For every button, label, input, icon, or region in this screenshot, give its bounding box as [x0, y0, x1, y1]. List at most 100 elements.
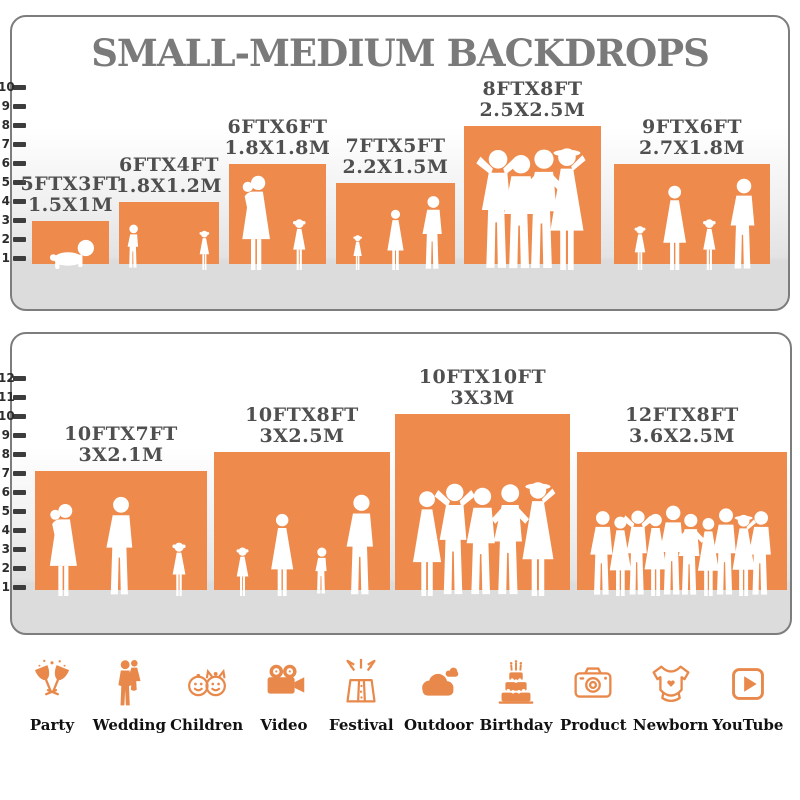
man-hips-silhouette-icon [677, 513, 705, 595]
video-icon [267, 664, 305, 694]
axis-tick-mark [13, 122, 26, 128]
bar-size-ft: 12FTX8FT [625, 404, 739, 426]
man-silhouette-icon [659, 505, 684, 595]
bar-size-ft: 10FTX7FT [64, 423, 178, 445]
bar-size-label: 5FTX3FT 1.5X1M [21, 174, 121, 216]
bar-size-m: 2.5X2.5M [479, 99, 586, 121]
people-silhouettes [236, 494, 373, 596]
axis-tick-label: 8 [1, 118, 10, 132]
axis-tick-label: 1 [1, 251, 10, 265]
bar-size-m: 3X2.1M [78, 444, 164, 466]
festival-icon [346, 658, 376, 703]
axis-tick-mark [13, 141, 26, 147]
woman-silhouette-icon [609, 516, 632, 596]
axis-tick-mark [13, 103, 26, 109]
backdrop-bar: 12FTX8FT 3.6X2.5M [577, 405, 787, 596]
axis-tick-label: 9 [1, 428, 10, 442]
axis-tick-mark [13, 217, 26, 223]
category-party: Party [16, 656, 88, 734]
category-label: Video [260, 716, 308, 734]
girl-silhouette-icon [353, 235, 362, 270]
axis-tick-label: 5 [1, 175, 10, 189]
youtube-icon [732, 668, 764, 700]
axis-tick-label: 4 [1, 523, 10, 537]
axis-tick-mark [13, 584, 26, 590]
bar-size-ft: 10FTX8FT [245, 404, 359, 426]
bar-size-label: 10FTX8FT 3X2.5M [245, 405, 359, 447]
category-outdoor: Outdoor [403, 656, 475, 734]
axis-tick-mark [13, 527, 26, 533]
bar-size-ft: 7FTX5FT [345, 135, 446, 157]
category-children: Children [170, 656, 243, 734]
backdrop-bar: 10FTX7FT 3X2.1M [35, 424, 207, 596]
party-icon [34, 659, 70, 696]
bar-size-ft: 6FTX4FT [119, 154, 219, 176]
man-silhouette-icon [466, 487, 495, 595]
axis-tick-label: 4 [1, 194, 10, 208]
people-silhouettes [634, 178, 755, 270]
axis-tick-label: 9 [1, 99, 10, 113]
bar-size-label: 7FTX5FT 2.2X1.5M [343, 136, 449, 178]
people-silhouettes [127, 224, 210, 270]
bar-size-ft: 6FTX6FT [227, 116, 328, 138]
category-newborn: Newborn [633, 656, 708, 734]
axis-tick-mark [13, 451, 26, 457]
axis-tick-label: 7 [1, 137, 10, 151]
bar-size-ft: 10FTX10FT [418, 366, 547, 388]
outdoor-icon [421, 667, 458, 696]
girl-silhouette-icon [236, 547, 249, 596]
bar-size-ft: 9FTX6FT [642, 116, 742, 138]
people-silhouettes [590, 505, 771, 596]
woman-silhouette-icon [644, 513, 667, 596]
axis-tick-label: 2 [1, 232, 10, 246]
axis-tick-mark [13, 470, 26, 476]
backdrop-bar: 9FTX6FT 2.7X1.8M [614, 117, 770, 270]
axis-tick-mark [13, 179, 26, 185]
woman-silhouette-icon [387, 209, 404, 270]
category-wedding: Wedding [93, 656, 166, 734]
girl-silhouette-icon [703, 219, 716, 270]
people-silhouettes [242, 175, 306, 270]
category-label: Festival [329, 716, 394, 734]
axis-tick-mark [13, 508, 26, 514]
category-label: Product [559, 716, 627, 734]
backdrop-bar: 10FTX8FT 3X2.5M [214, 405, 390, 596]
woman-silhouette-icon [412, 491, 442, 596]
newborn-icon [652, 665, 690, 703]
axis-tick-mark [13, 255, 26, 261]
axis-tick-mark [13, 489, 26, 495]
category-label: Party [29, 716, 75, 734]
bar-size-m: 3.6X2.5M [629, 425, 735, 447]
people-silhouettes [49, 496, 186, 596]
woman-hat-silhouette-icon [522, 482, 556, 596]
backdrop-bar: 6FTX4FT 1.8X1.2M [116, 155, 221, 270]
category-row: Party Wedding Children [0, 656, 800, 734]
bar-size-label: 6FTX4FT 1.8X1.2M [116, 155, 222, 197]
bar-size-label: 10FTX10FT 3X3M [419, 367, 546, 409]
bar-size-label: 9FTX6FT 2.7X1.8M [639, 117, 745, 159]
category-youtube: YouTube [712, 656, 784, 734]
axis-tick-mark [13, 432, 26, 438]
axis-tick-mark [13, 236, 26, 242]
girl-silhouette-icon [199, 230, 210, 270]
backdrop-bar: 5FTX3FT 1.5X1M [21, 174, 120, 270]
axis-tick-mark [13, 394, 26, 400]
woman-hat-silhouette-icon [732, 514, 757, 596]
panel-small-medium-bottom: 1 2 3 4 5 6 7 8 9 10 11 12 10FTX7FT 3X2.1M 10FTX8FT 3X2… [0, 332, 792, 635]
backdrop-bar: 8FTX8FT 2.5X2.5M [464, 79, 601, 270]
people-silhouettes [412, 482, 556, 596]
axis-tick-mark [13, 375, 26, 381]
bar-size-ft: 5FTX3FT [20, 173, 121, 195]
woman-silhouette-icon [697, 517, 719, 596]
axis-tick-label: 10 [0, 409, 15, 423]
bar-size-m: 3X2.5M [259, 425, 345, 447]
birthday-icon [498, 660, 534, 704]
woman-silhouette-icon [663, 185, 686, 270]
axis-tick-label: 10 [0, 80, 15, 94]
axis-tick-label: 1 [1, 580, 10, 594]
boy-silhouette-icon [315, 547, 327, 594]
axis-tick-label: 8 [1, 447, 10, 461]
axis-tick-label: 6 [1, 156, 10, 170]
panel-small-medium-top: SMALL-MEDIUM BACKDROPS 1 2 3 4 5 6 7 8 9 10 5FTX3F… [0, 15, 790, 311]
people-silhouettes [49, 239, 94, 270]
